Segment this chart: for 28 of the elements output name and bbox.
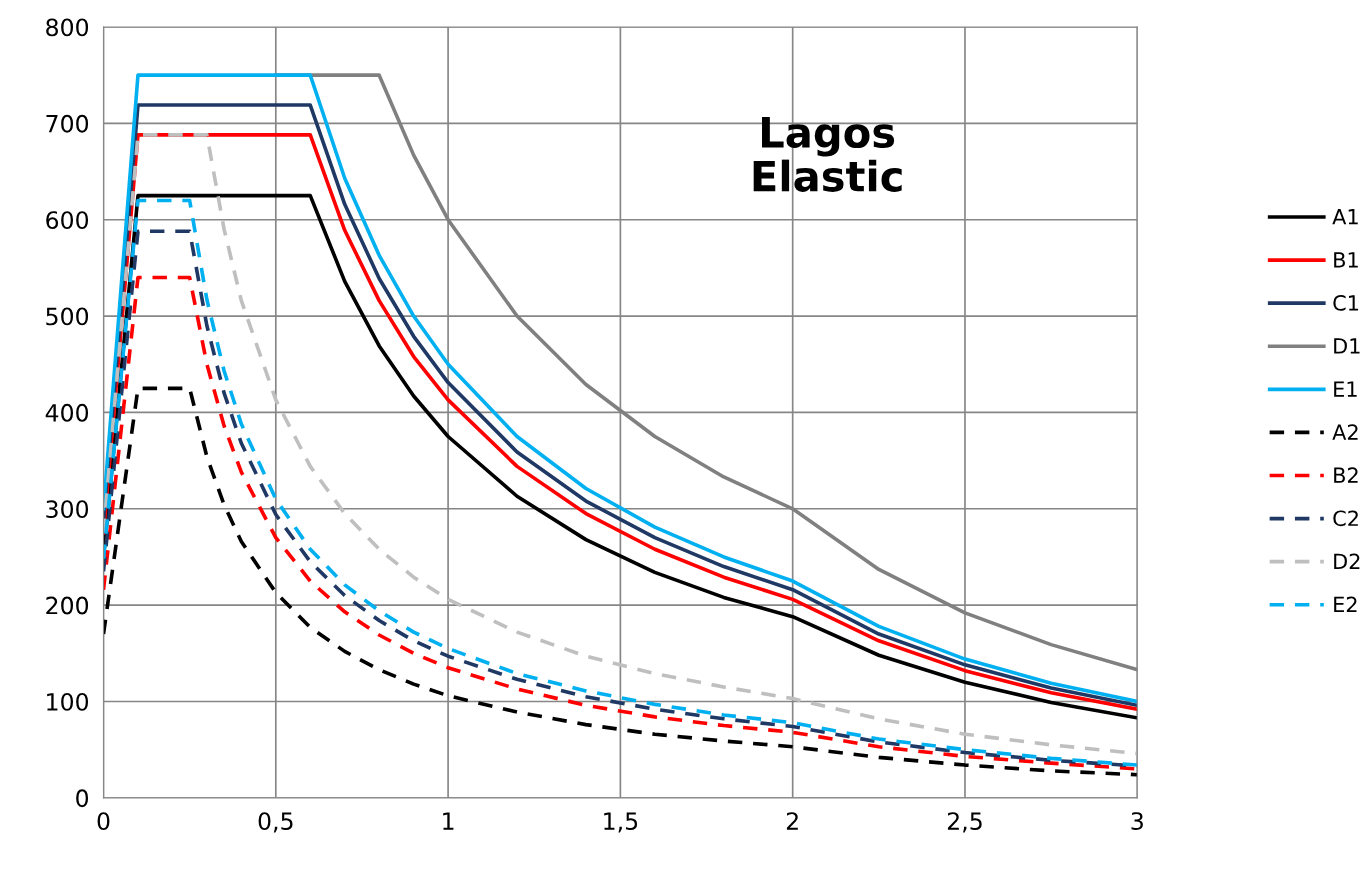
legend-label: C1 <box>1333 295 1359 311</box>
y-tick-label: 700 <box>46 114 89 133</box>
annotation: Lagos Elastic <box>753 117 902 192</box>
x-tick-label: 0,5 <box>258 812 293 833</box>
line-series <box>103 386 1138 777</box>
y-tick-label: 0 <box>76 789 89 808</box>
legend-label: B2 <box>1334 467 1358 483</box>
legend-label: A1 <box>1332 209 1358 225</box>
x-tick-label: 1,5 <box>604 812 638 833</box>
y-tick-label: 600 <box>46 211 89 230</box>
legend-label: E2 <box>1334 596 1357 613</box>
y-tick-label: 200 <box>46 596 89 615</box>
y-tick-label: 100 <box>47 692 89 711</box>
x-tick-label: 2 <box>786 812 798 830</box>
y-tick-label: 800 <box>46 18 89 37</box>
y-tick-label: 300 <box>46 500 89 519</box>
legend-label: B1 <box>1334 252 1358 268</box>
y-tick-label: 500 <box>46 307 89 326</box>
y-tick-label: 400 <box>45 403 89 422</box>
legend-label: D1 <box>1334 338 1360 354</box>
legend-label: A2 <box>1332 424 1358 440</box>
x-tick-label: 0 <box>97 812 110 830</box>
x-tick-label: 1 <box>443 812 454 830</box>
legend-label: E1 <box>1334 381 1357 397</box>
x-tick-label: 2,5 <box>947 812 982 833</box>
legend-label: D2 <box>1334 553 1360 569</box>
x-tick-label: 3 <box>1131 812 1143 830</box>
legend-label: C2 <box>1333 510 1358 527</box>
